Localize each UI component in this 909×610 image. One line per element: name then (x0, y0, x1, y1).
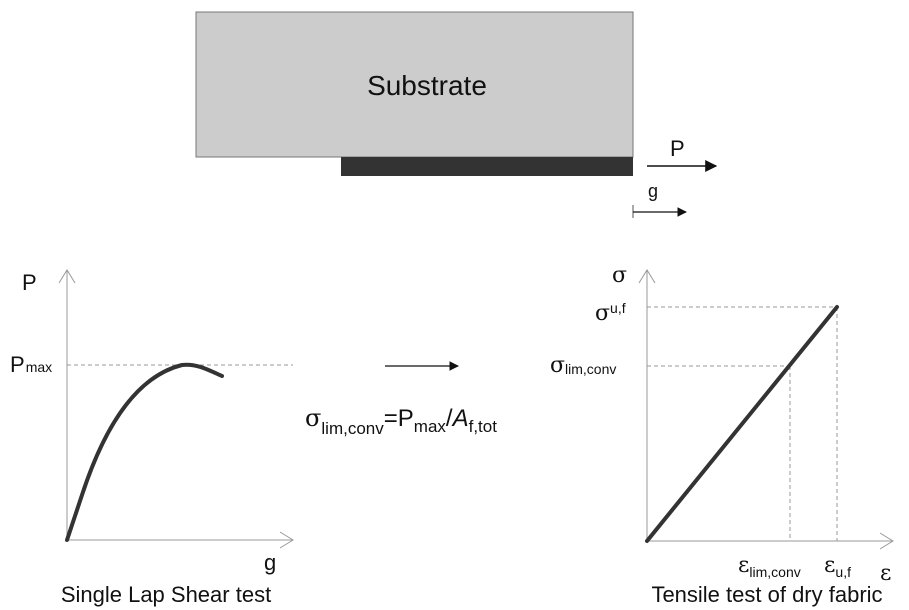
stress-strain-line (645, 305, 839, 543)
right-x-label: ε (880, 561, 891, 586)
sigma-uf-label: σu,f (595, 300, 626, 326)
left-caption: Single Lap Shear test (61, 582, 271, 607)
right-y-label: σ (612, 263, 627, 288)
left-x-label: g (264, 550, 276, 575)
right-plot: σ σu,f σlim,conv εlim,conv εu,f ε Tensil… (550, 263, 894, 607)
slip-label: g (648, 181, 658, 201)
conversion-formula: σlim,conv=Pmax/Af,tot (305, 404, 497, 438)
substrate-block (195, 11, 634, 158)
eps-lim-label: εlim,conv (738, 553, 801, 580)
reinforcement-strip (341, 157, 633, 176)
eps-uf-label: εu,f (824, 553, 851, 580)
right-caption: Tensile test of dry fabric (651, 582, 882, 607)
right-y-arrowhead (638, 269, 656, 284)
load-slip-curve (65, 362, 224, 542)
load-label: P (670, 136, 685, 161)
pmax-label: Pmax (10, 352, 52, 377)
sigma-lim-label: σlim,conv (550, 353, 616, 378)
right-x-arrowhead (879, 532, 894, 550)
left-y-label: P (22, 270, 37, 295)
substrate-label: Substrate (367, 70, 487, 101)
left-plot: P Pmax g Single Lap Shear test (10, 269, 294, 607)
left-x-arrowhead (279, 531, 294, 549)
left-y-arrowhead (58, 269, 76, 284)
